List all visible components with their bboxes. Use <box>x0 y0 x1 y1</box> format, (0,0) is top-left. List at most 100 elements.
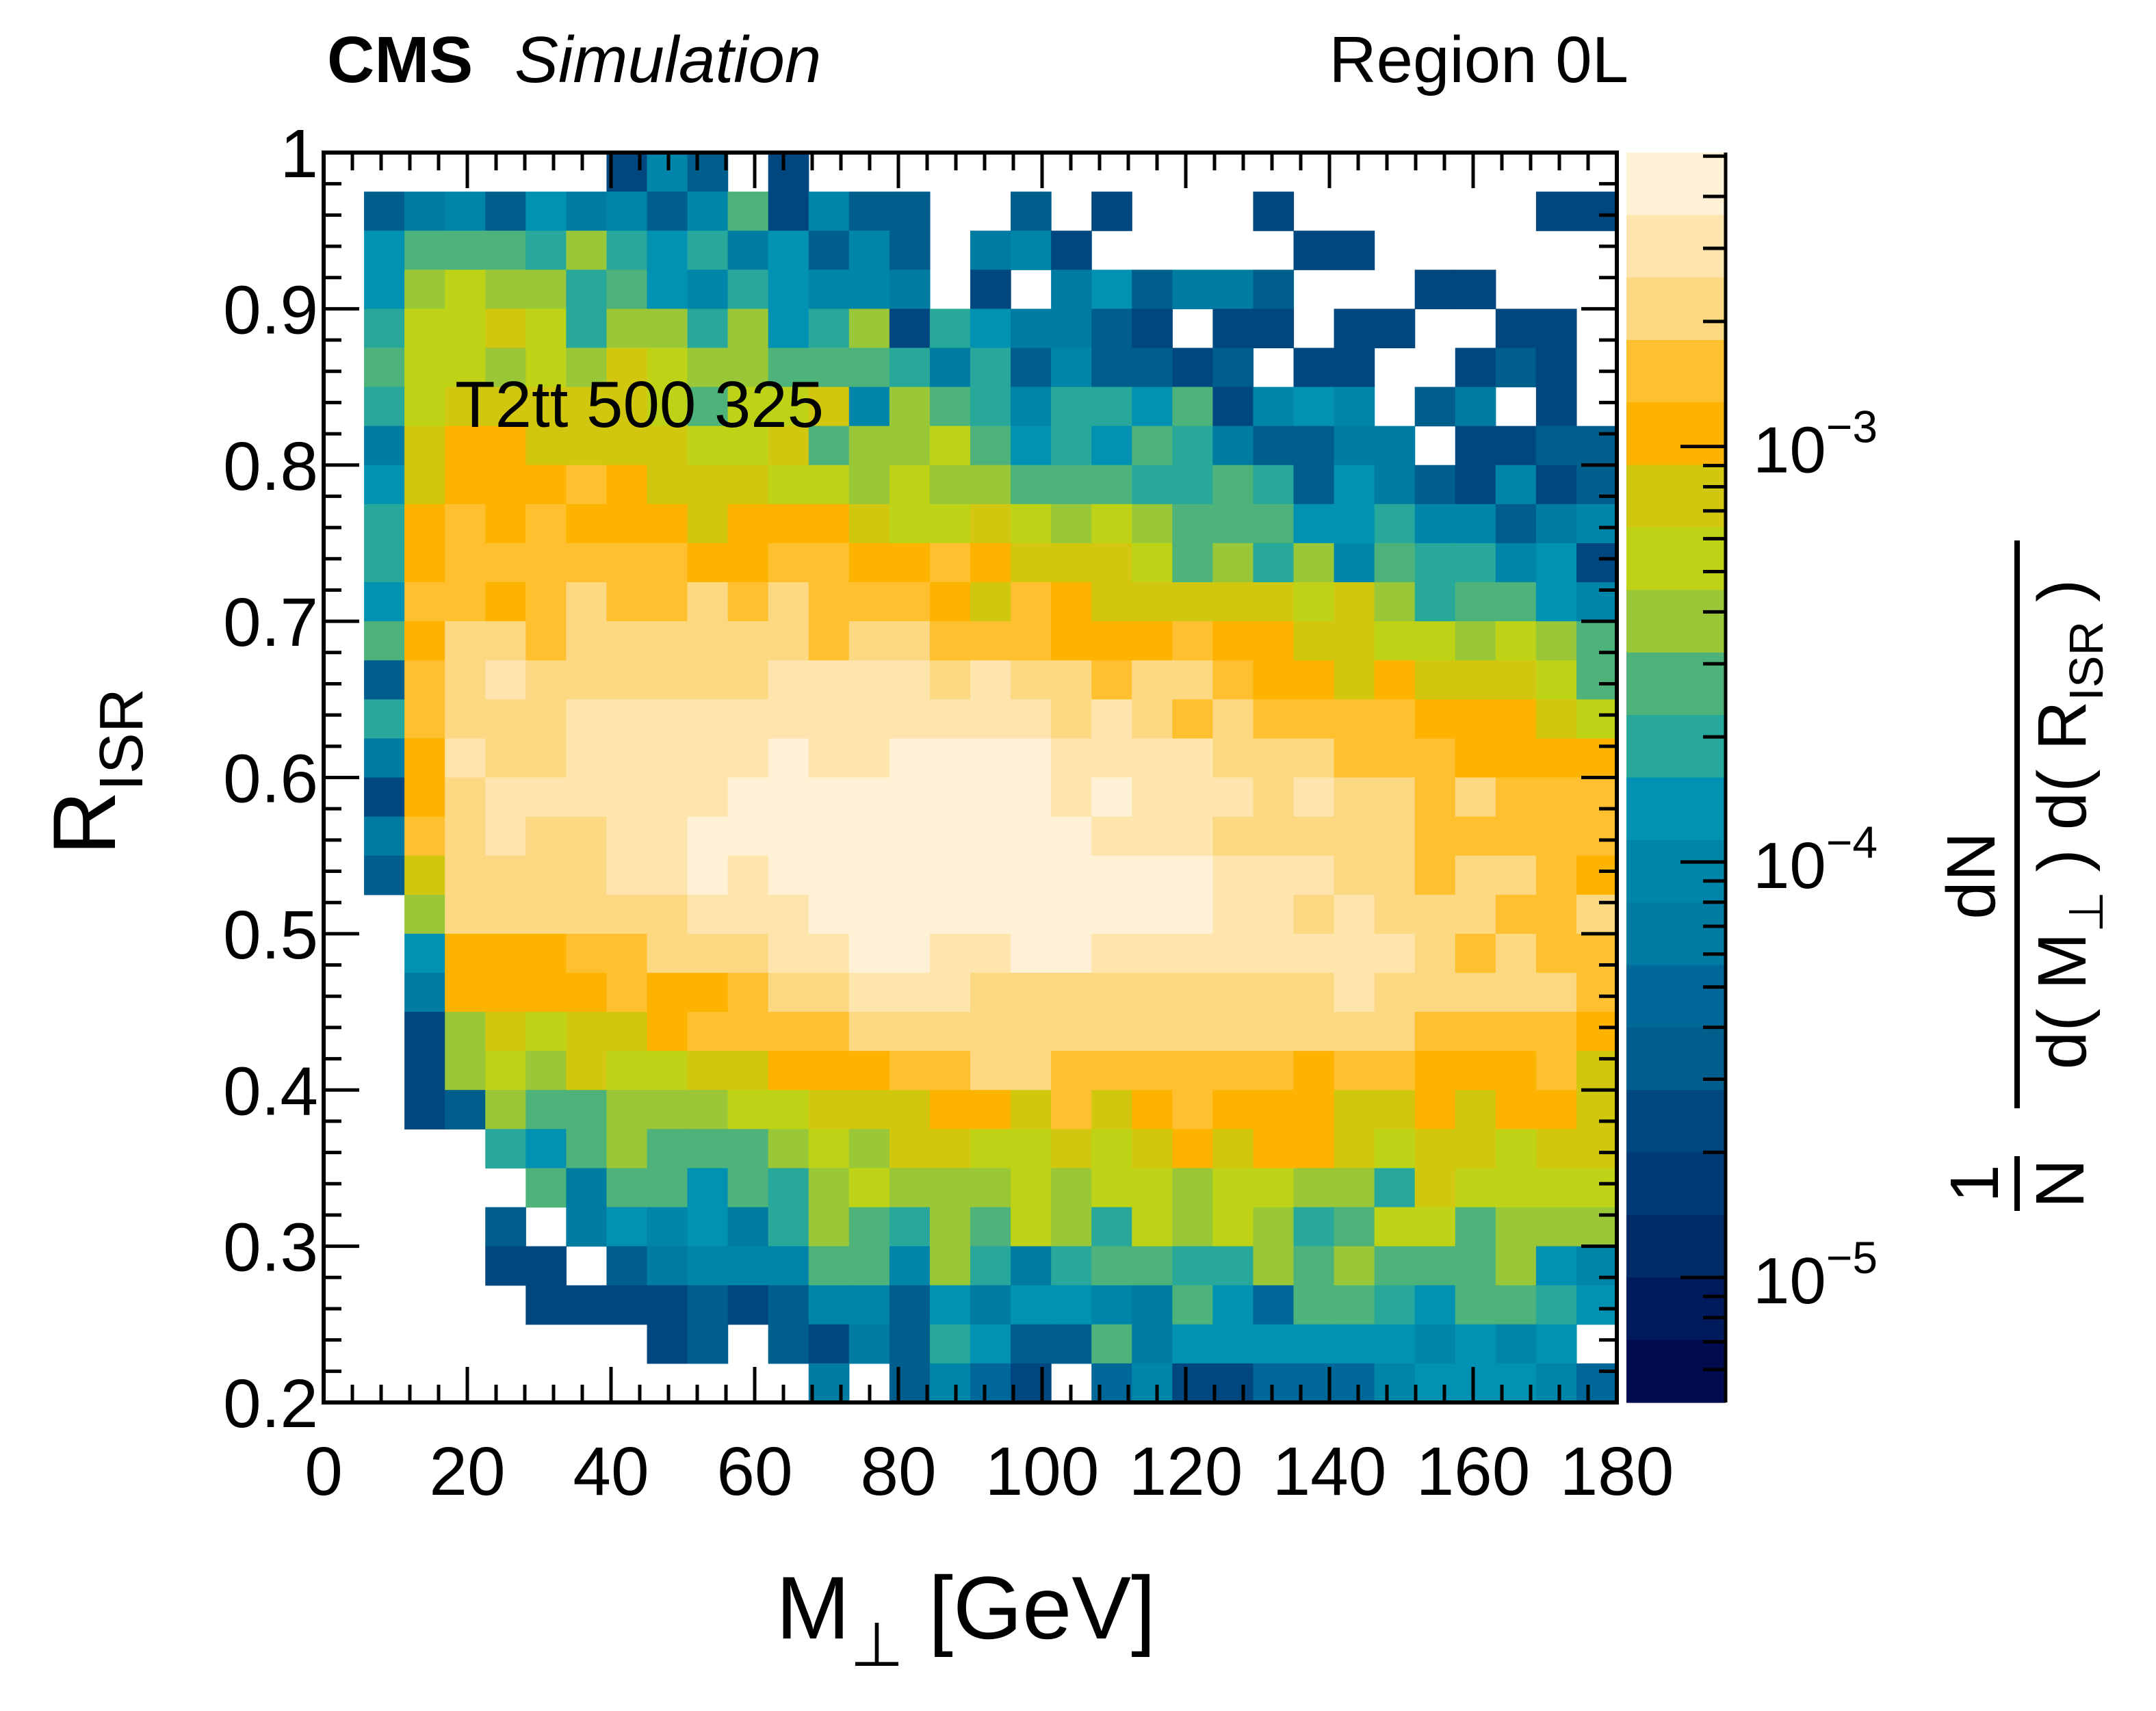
heatmap-cell <box>1132 1246 1173 1286</box>
heatmap-cell <box>1011 660 1052 700</box>
heatmap-cell <box>1253 543 1295 583</box>
heatmap-cell <box>1132 1051 1173 1090</box>
heatmap-cell <box>1374 816 1416 857</box>
y-tick-label: 0.3 <box>223 1210 318 1286</box>
heatmap-cell <box>525 1051 567 1090</box>
heatmap-cell <box>1455 816 1496 857</box>
heatmap-cell <box>1535 1168 1577 1208</box>
heatmap-cell <box>364 465 405 505</box>
heatmap-cell <box>970 309 1011 349</box>
heatmap-cell <box>1455 621 1496 661</box>
heatmap-cell <box>566 933 608 974</box>
heatmap-cell <box>1253 387 1295 427</box>
heatmap-cell <box>889 738 931 779</box>
heatmap-cell <box>1334 1207 1375 1247</box>
heatmap-cell <box>404 465 445 505</box>
heatmap-cell <box>1212 699 1254 740</box>
heatmap-cell <box>1293 582 1335 622</box>
heatmap-cell <box>1253 465 1295 505</box>
heatmap-cell <box>687 504 729 544</box>
heatmap-cell <box>364 660 405 700</box>
heatmap-cell <box>1293 1012 1335 1052</box>
heatmap-cell <box>445 660 486 700</box>
heatmap-cell <box>889 1090 931 1129</box>
y-tick-label: 1 <box>280 116 318 192</box>
x-tick-label: 20 <box>429 1433 505 1510</box>
heatmap-cell <box>1172 543 1213 583</box>
heatmap-cell <box>647 738 688 779</box>
heatmap-cell <box>525 1129 567 1169</box>
heatmap-cell <box>929 1168 971 1208</box>
heatmap-cell <box>606 777 648 818</box>
heatmap-cell <box>1535 1285 1577 1325</box>
heatmap-cell <box>647 504 688 544</box>
heatmap-cell <box>1334 348 1375 388</box>
heatmap-cell <box>445 192 486 231</box>
heatmap-cell <box>1455 972 1496 1013</box>
heatmap-cell <box>1293 543 1335 583</box>
z-denom-sub: ⊥ <box>2060 891 2113 932</box>
heatmap-cell <box>364 582 405 622</box>
heatmap-cell <box>1374 621 1416 661</box>
heatmap-cell <box>1576 1285 1618 1325</box>
heatmap-cell <box>404 309 445 349</box>
heatmap-cell <box>1091 270 1132 309</box>
heatmap-cell <box>1091 504 1132 544</box>
heatmap-cell <box>1293 1168 1335 1208</box>
heatmap-cell <box>808 1246 850 1286</box>
heatmap-cell <box>1091 1012 1132 1052</box>
heatmap-cell <box>606 309 648 349</box>
heatmap-cell <box>808 192 850 231</box>
heatmap-cell <box>364 270 405 309</box>
heatmap-cell <box>1414 1051 1456 1090</box>
heatmap-cell <box>1374 1129 1416 1169</box>
heatmap-cell <box>647 894 688 935</box>
heatmap-cell <box>1051 387 1092 427</box>
heatmap-cell <box>445 387 486 427</box>
heatmap-cell <box>485 972 526 1013</box>
heatmap-cell <box>1091 1324 1132 1364</box>
y-tick-label: 0.8 <box>223 428 318 505</box>
heatmap-cell <box>1011 309 1052 349</box>
heatmap-cell <box>525 816 567 857</box>
heatmap-cell <box>404 1090 445 1129</box>
heatmap-cell <box>889 1207 931 1247</box>
heatmap-cell <box>1293 465 1335 505</box>
heatmap-cell <box>445 1012 486 1052</box>
heatmap-cell <box>364 348 405 388</box>
heatmap-cell <box>1253 270 1295 309</box>
heatmap-cell <box>1172 816 1213 857</box>
heatmap-cell <box>1051 738 1092 779</box>
heatmap-cell <box>727 1246 769 1286</box>
heatmap-cell <box>525 699 567 740</box>
heatmap-cell <box>1253 1246 1295 1286</box>
heatmap-cell <box>1455 1168 1496 1208</box>
heatmap-cell <box>1212 504 1254 544</box>
heatmap-cell <box>445 543 486 583</box>
heatmap-cell <box>848 465 890 505</box>
heatmap-cell <box>1535 816 1577 857</box>
heatmap-cell <box>687 465 729 505</box>
heatmap-cell <box>1455 1363 1496 1403</box>
heatmap-cell <box>1455 894 1496 935</box>
heatmap-cell <box>606 660 648 700</box>
heatmap-cell <box>566 699 608 740</box>
heatmap-cell <box>364 192 405 231</box>
heatmap-cell <box>364 777 405 818</box>
heatmap-cell <box>848 231 890 270</box>
heatmap-cell <box>606 1168 648 1208</box>
heatmap-cell <box>525 894 567 935</box>
heatmap-cell <box>768 777 809 818</box>
heatmap-cell <box>606 231 648 270</box>
heatmap-cell <box>647 855 688 896</box>
heatmap-cell <box>848 855 890 896</box>
heatmap-cell <box>808 465 850 505</box>
heatmap-cell <box>1374 309 1416 349</box>
heatmap-cell <box>1576 543 1618 583</box>
heatmap-cell <box>1495 777 1537 818</box>
heatmap-cell <box>647 1207 688 1247</box>
heatmap-cell <box>1172 738 1213 779</box>
heatmap-cell <box>768 309 809 349</box>
heatmap-cell <box>525 777 567 818</box>
heatmap-cell <box>566 348 608 388</box>
